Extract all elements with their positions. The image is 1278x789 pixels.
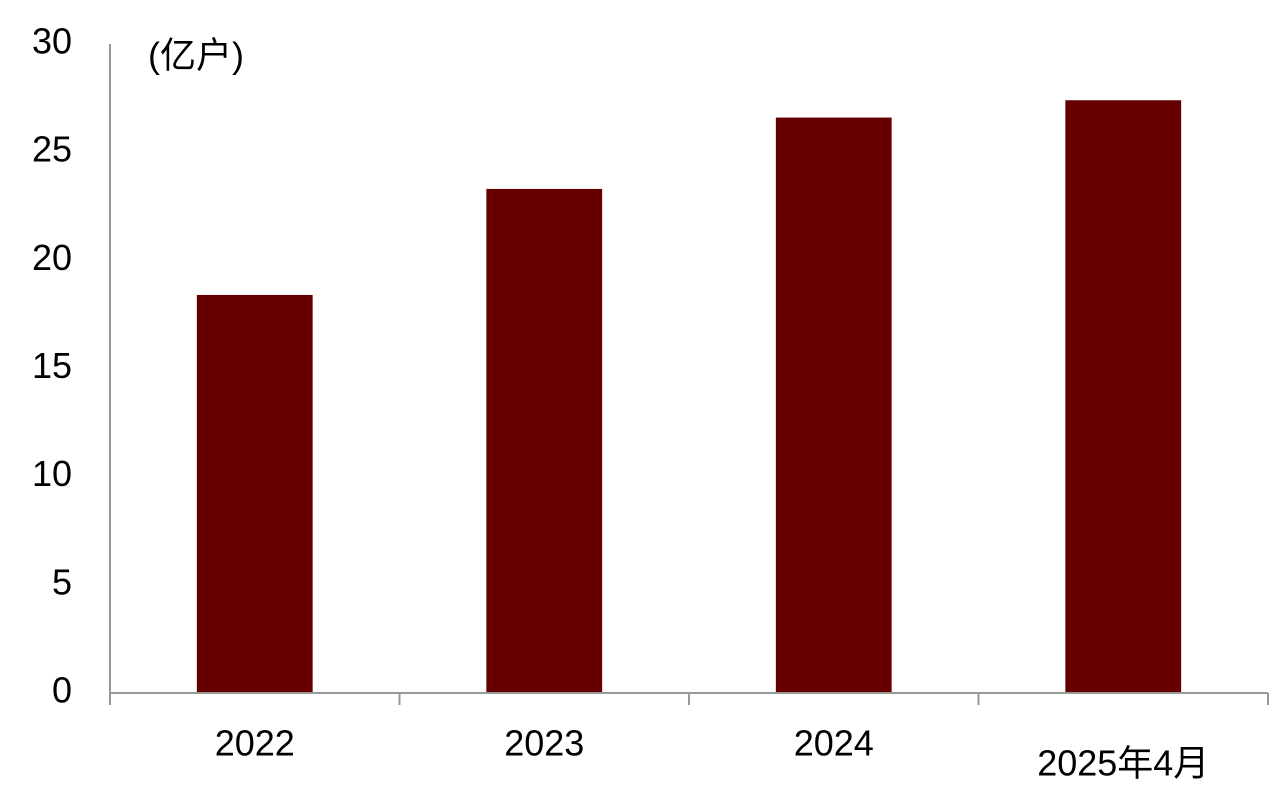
bar bbox=[486, 188, 603, 693]
bar bbox=[775, 117, 892, 693]
x-tick-label: 2022 bbox=[215, 723, 295, 764]
y-tick-label: 10 bbox=[32, 453, 72, 494]
y-axis-unit: (亿户) bbox=[148, 35, 244, 76]
x-tick-label: 2024 bbox=[794, 723, 874, 764]
y-tick-label: 5 bbox=[52, 561, 72, 602]
y-tick-label: 15 bbox=[32, 345, 72, 386]
y-tick-label: 0 bbox=[52, 670, 72, 711]
x-tick-label: 2023 bbox=[504, 723, 584, 764]
y-tick-label: 30 bbox=[32, 21, 72, 62]
bar bbox=[196, 294, 313, 693]
y-tick-label: 20 bbox=[32, 237, 72, 278]
x-tick-label: 2025年4月 bbox=[1037, 743, 1209, 784]
bar bbox=[1065, 100, 1182, 694]
y-tick-label: 25 bbox=[32, 129, 72, 170]
